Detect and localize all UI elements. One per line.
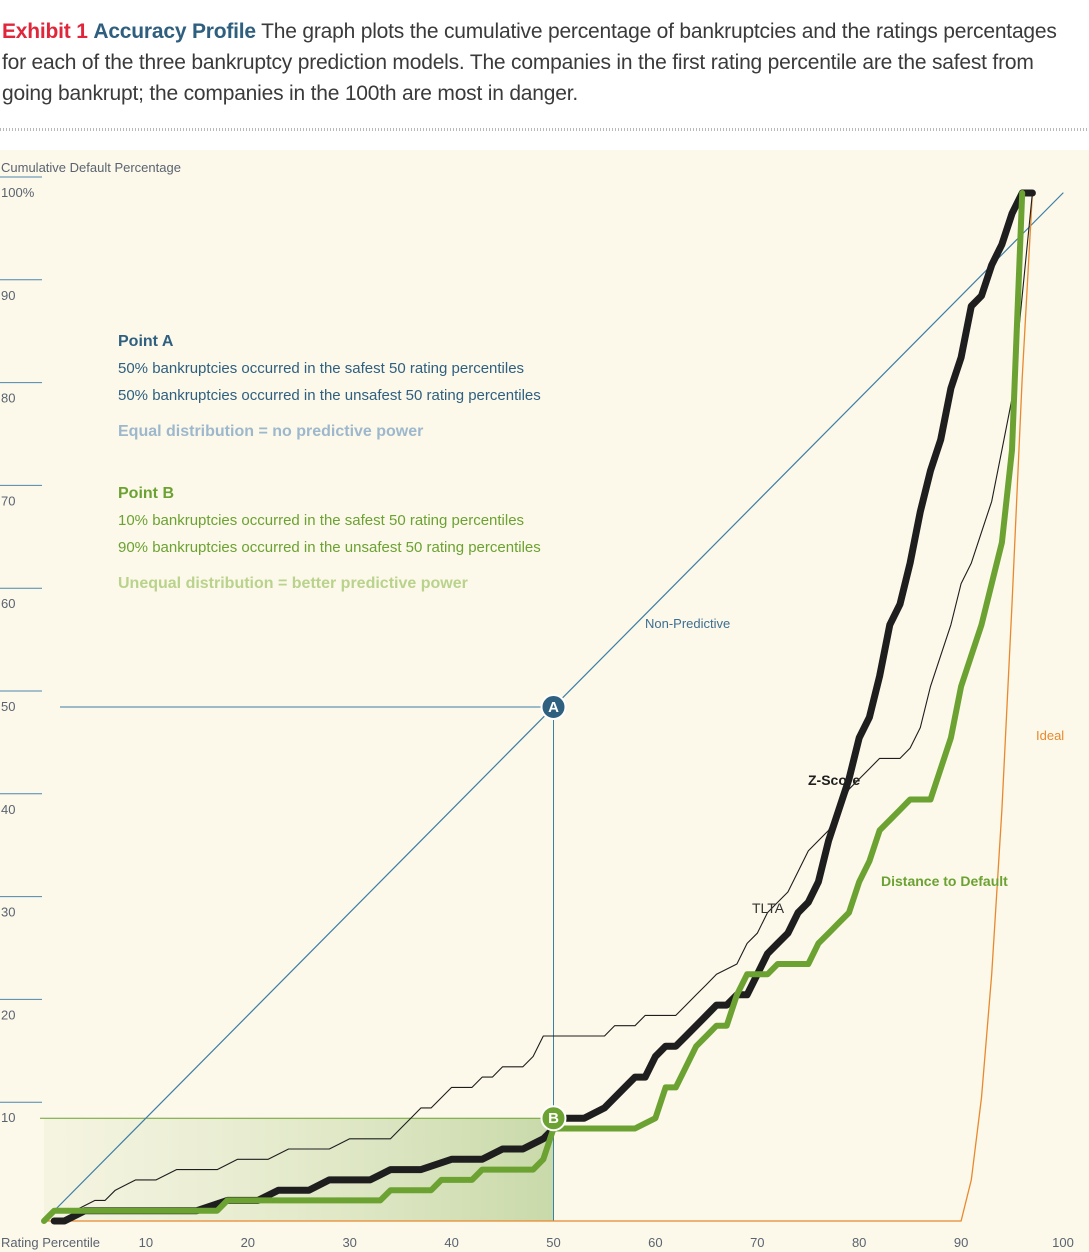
point-b-summary: Unequal distribution = better predictive… [118,575,468,592]
ideal-label: Ideal [1036,728,1064,743]
x-axis-ticks: 10 20 30 40 50 60 70 80 90 100 [139,1235,1074,1250]
y-tick-label: 60 [1,596,15,611]
point-b-line2: 90% bankruptcies occurred in the unsafes… [118,539,541,556]
point-b-marker: B [540,1105,567,1132]
point-b-line1: 10% bankruptcies occurred in the safest … [118,512,524,529]
x-tick-label: 80 [852,1235,866,1250]
y-tick-label: 70 [1,493,15,508]
z-score-label: Z-Score [808,772,860,788]
point-b-shaded-region [44,1118,554,1221]
caption-text: The graph plots the cumulative percentag… [2,20,1057,105]
y-tick-label: 10 [1,1110,15,1125]
y-tick-label: 40 [1,802,15,817]
ideal-line [43,192,1034,1222]
accuracy-profile-chart: 10 20 30 40 50 60 70 80 90 100% 10 20 30 40 50 60 70 80 9… [0,150,1089,1252]
point-a-title: Point A [118,333,174,350]
y-tick-label: 90 [1,288,15,303]
tlta-label: TLTA [752,900,785,916]
x-tick-label: 90 [954,1235,968,1250]
point-b-note: Point B 10% bankruptcies occurred in the… [118,485,541,592]
tlta-line [43,192,1033,1222]
y-tick-label: 50 [1,699,15,714]
x-tick-label: 40 [444,1235,458,1250]
non-predictive-label: Non-Predictive [645,616,730,631]
y-tick-label: 80 [1,391,15,406]
x-tick-label: 20 [241,1235,255,1250]
point-a-marker: A [540,694,567,720]
distance-to-default-label: Distance to Default [881,873,1008,889]
x-tick-label: 50 [546,1235,560,1250]
exhibit-title: Accuracy Profile [93,20,256,43]
y-axis-label: Cumulative Default Percentage [1,160,181,175]
point-a-note: Point A 50% bankruptcies occurred in the… [118,333,541,440]
x-tick-label: 100 [1052,1235,1074,1250]
x-tick-label: 70 [750,1235,764,1250]
point-b-title: Point B [118,485,174,502]
z-score-line [50,189,1036,1225]
exhibit-label: Exhibit 1 [2,20,88,43]
x-tick-label: 30 [342,1235,356,1250]
point-a-marker-letter: A [548,699,559,716]
dotted-divider [0,128,1089,131]
x-tick-label: 60 [648,1235,662,1250]
x-axis-label: Rating Percentile [1,1235,100,1250]
y-axis-ticks: 10 20 30 40 50 60 70 80 90 100% [0,176,42,1125]
chart-caption: Exhibit 1 Accuracy Profile The graph plo… [2,16,1082,109]
series-layer [41,189,1064,1225]
distance-to-default-line [41,190,1026,1224]
point-a-summary: Equal distribution = no predictive power [118,423,423,440]
y-tick-label: 100% [1,185,35,200]
point-a-line2: 50% bankruptcies occurred in the unsafes… [118,387,541,404]
y-tick-label: 30 [1,905,15,920]
point-b-marker-letter: B [548,1110,559,1127]
y-tick-label: 20 [1,1007,15,1022]
point-a-line1: 50% bankruptcies occurred in the safest … [118,360,524,377]
x-tick-label: 10 [139,1235,153,1250]
